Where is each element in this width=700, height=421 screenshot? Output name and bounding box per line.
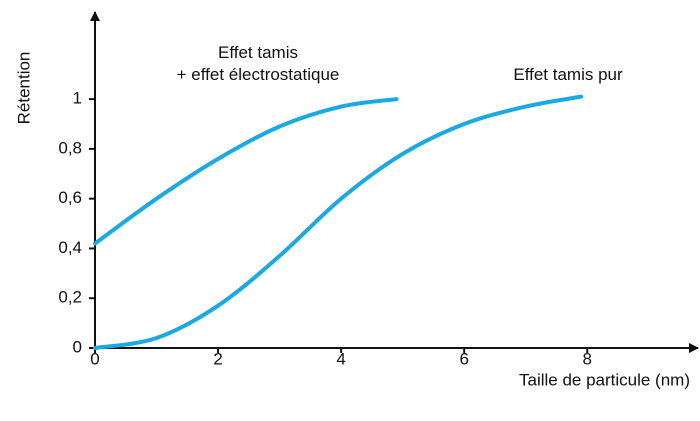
curve bbox=[93, 94, 584, 350]
series-label: Effet tamis pur bbox=[513, 65, 623, 84]
x-axis-label: Taille de particule (nm) bbox=[519, 370, 690, 389]
curve bbox=[93, 97, 399, 246]
y-tick-label: 0,4 bbox=[58, 238, 82, 257]
y-axis-label: Rétention bbox=[14, 52, 33, 125]
series-label: Effet tamis + effet électrostatique bbox=[176, 43, 340, 84]
x-tick-label: 2 bbox=[213, 349, 222, 368]
y-tick-label: 0,2 bbox=[58, 288, 82, 307]
x-tick-label: 8 bbox=[583, 349, 592, 368]
y-tick-label: 0 bbox=[73, 337, 82, 356]
y-tick-label: 1 bbox=[73, 89, 82, 108]
x-tick-label: 6 bbox=[459, 349, 468, 368]
x-tick-label: 4 bbox=[336, 349, 345, 368]
y-tick-label: 0,6 bbox=[58, 188, 82, 207]
x-tick-label: 0 bbox=[90, 349, 99, 368]
y-tick-label: 0,8 bbox=[58, 138, 82, 157]
